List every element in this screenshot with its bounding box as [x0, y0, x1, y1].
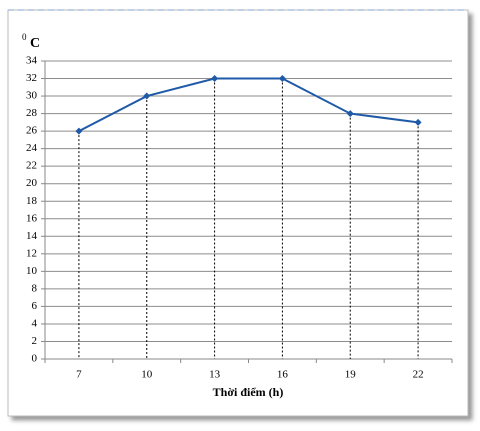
y-tick-label: 34 [26, 55, 38, 67]
y-label-sup: 0 [22, 32, 27, 42]
marker [211, 75, 219, 83]
marker [75, 127, 83, 135]
marker [346, 110, 354, 118]
frame [7, 9, 469, 417]
y-tick-label: 30 [26, 90, 38, 102]
y-tick-label: 32 [26, 72, 37, 84]
y-tick-label: 8 [32, 282, 38, 294]
y-tick-label: 24 [26, 142, 38, 154]
y-tick-label: 2 [32, 335, 38, 347]
y-tick-label: 6 [32, 300, 38, 312]
marker [278, 75, 286, 83]
x-tick-label: 16 [277, 369, 289, 381]
y-tick-label: 14 [26, 230, 38, 242]
y-label: C [30, 36, 40, 51]
y-tick-label: 22 [26, 160, 37, 172]
y-tick-label: 20 [26, 177, 38, 189]
marker [143, 92, 151, 100]
x-tick-label: 13 [209, 369, 221, 381]
x-tick-label: 7 [76, 369, 82, 381]
y-tick-label: 0 [32, 353, 38, 365]
y-tick-label: 16 [26, 212, 38, 224]
data-line [78, 77, 419, 133]
x-tick-label: 10 [141, 369, 153, 381]
marker [414, 118, 422, 126]
y-tick-label: 4 [32, 317, 38, 329]
x-tick-label: 22 [413, 369, 424, 381]
y-tick-label: 18 [26, 195, 38, 207]
y-tick-label: 10 [26, 265, 38, 277]
x-label: Thời điểm (h) [213, 385, 284, 399]
x-tick-label: 19 [345, 369, 357, 381]
y-tick-label: 28 [26, 107, 38, 119]
y-tick-label: 12 [26, 247, 37, 259]
y-tick-label: 26 [26, 125, 38, 137]
